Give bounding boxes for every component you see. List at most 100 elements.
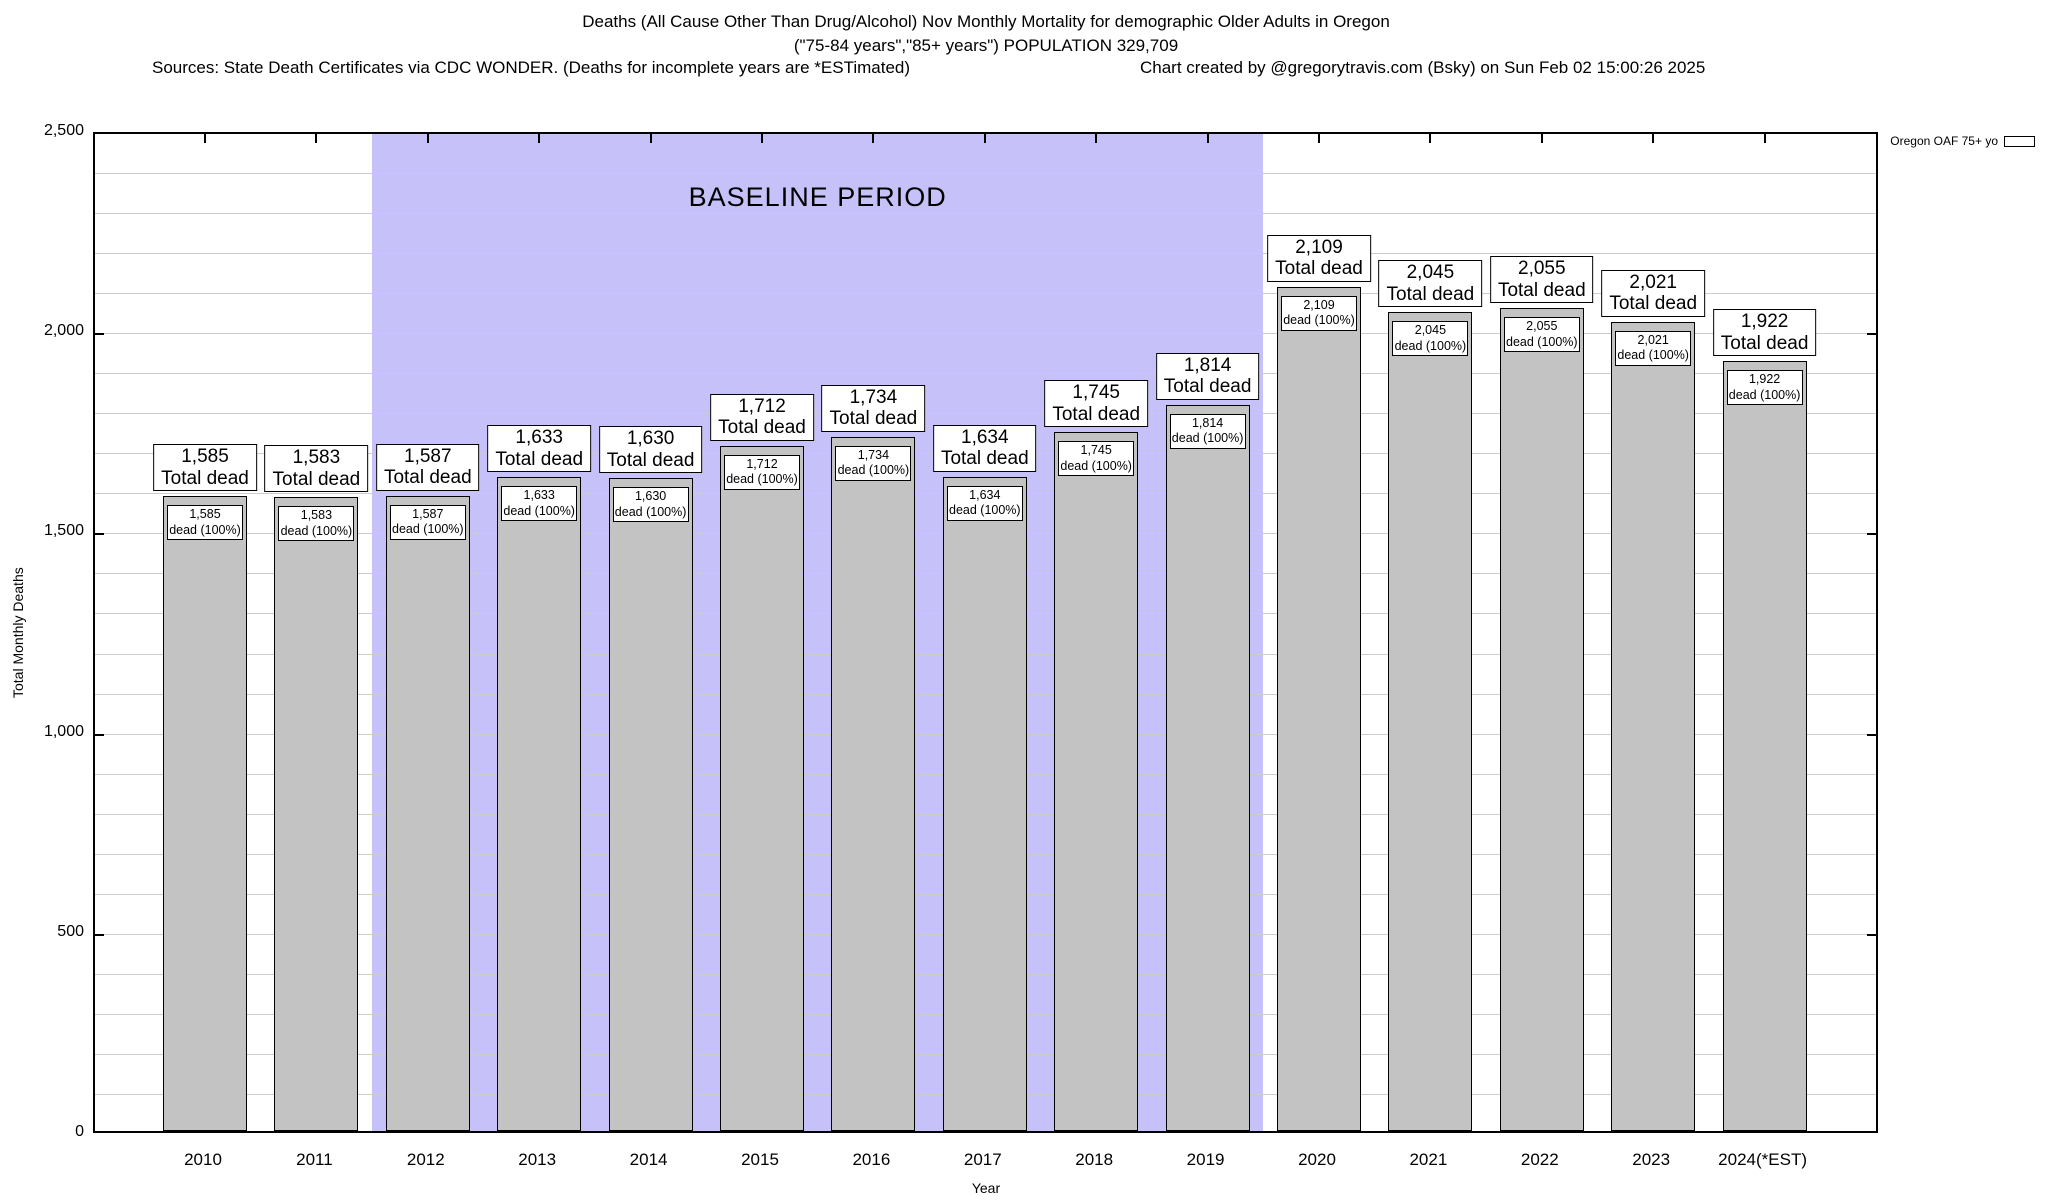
- y-axis-tick-label: 0: [75, 1123, 84, 1140]
- bar-inner-label: 1,814 dead (100%): [1169, 413, 1246, 449]
- y-axis-tick-label: 1,000: [43, 722, 84, 740]
- gridline: [95, 293, 1876, 295]
- gridline: [95, 333, 1876, 335]
- x-axis-top-tick: [1429, 134, 1432, 143]
- y-axis-major-tick-left: [95, 333, 104, 336]
- x-axis-top-tick: [1095, 134, 1098, 143]
- x-axis-top-tick: [315, 134, 318, 143]
- bar-inner-label: 1,587 dead (100%): [389, 504, 466, 540]
- bar-inner-label: 1,922 dead (100%): [1726, 370, 1803, 406]
- y-axis-tick-label: 500: [57, 922, 84, 940]
- y-axis-tick-label: 2,500: [43, 122, 84, 139]
- gridline: [95, 373, 1876, 375]
- x-axis-top-tick: [1540, 134, 1543, 143]
- y-axis-major-tick-left: [95, 533, 104, 536]
- bar-2021: [1388, 312, 1473, 1131]
- bar-total-label: 1,633 Total dead: [487, 425, 592, 473]
- bar-total-label: 1,814 Total dead: [1155, 352, 1260, 400]
- x-axis-tick-label: 2010: [184, 1150, 222, 1169]
- bar-2016: [831, 436, 916, 1131]
- x-axis-tick-label: 2023: [1632, 1150, 1671, 1169]
- x-axis-tick-label: 2012: [406, 1150, 445, 1169]
- x-axis-tick-label: 2019: [1186, 1150, 1225, 1169]
- baseline-period-label: BASELINE PERIOD: [688, 182, 947, 212]
- x-axis-top-tick: [983, 134, 986, 143]
- bar-2013: [497, 477, 582, 1131]
- bar-total-label: 1,712 Total dead: [710, 393, 814, 441]
- bar-total-label: 2,021 Total dead: [1601, 269, 1706, 317]
- gridline: [95, 213, 1876, 215]
- x-axis-top-tick: [204, 134, 206, 143]
- y-axis-tick-label: 2,000: [43, 322, 84, 340]
- y-axis-major-tick-left: [95, 733, 104, 736]
- x-axis-tick-label: 2021: [1409, 1150, 1448, 1169]
- x-axis-tick-label: 2014: [629, 1150, 668, 1169]
- bar-inner-label: 2,055 dead (100%): [1503, 317, 1580, 353]
- x-axis-tick-label: 2024(*EST): [1718, 1150, 1807, 1169]
- x-axis-top-tick: [872, 134, 875, 143]
- x-axis-tick-label: 2013: [518, 1150, 557, 1169]
- y-axis-major-tick-left: [95, 933, 104, 936]
- x-axis-tick-label: 2018: [1075, 1150, 1114, 1169]
- bar-total-label: 1,922 Total dead: [1712, 309, 1817, 357]
- y-axis-title: Total Monthly Deaths: [10, 567, 26, 698]
- x-axis-tick-label: 2011: [296, 1150, 333, 1169]
- bar-2020: [1277, 286, 1361, 1131]
- bar-inner-label: 2,109 dead (100%): [1281, 295, 1357, 331]
- bar-total-label: 1,583 Total dead: [264, 445, 369, 493]
- y-axis-major-tick-right: [1867, 533, 1876, 536]
- x-axis-title: Year: [971, 1180, 1001, 1196]
- bar-2017: [942, 476, 1027, 1131]
- bar-2012: [385, 495, 470, 1131]
- bar-2023: [1611, 321, 1696, 1131]
- bar-total-label: 2,045 Total dead: [1378, 260, 1483, 308]
- bar-2011: [274, 497, 359, 1131]
- y-axis-major-tick-right: [1867, 733, 1876, 736]
- x-axis-top-tick: [538, 134, 541, 143]
- legend-swatch-icon: [2004, 136, 2035, 147]
- y-axis-major-tick-right: [1867, 933, 1876, 936]
- bar-2022: [1499, 308, 1584, 1131]
- x-axis-tick-label: 2022: [1520, 1150, 1559, 1169]
- bar-inner-label: 1,734 dead (100%): [835, 445, 912, 481]
- bar-total-label: 1,734 Total dead: [821, 384, 926, 432]
- x-axis-tick-label: 2016: [852, 1150, 891, 1169]
- bar-total-label: 1,587 Total dead: [375, 443, 480, 491]
- chart-sources-note: Sources: State Death Certificates via CD…: [152, 58, 911, 77]
- x-axis-top-tick: [1652, 134, 1655, 143]
- bar-inner-label: 2,045 dead (100%): [1392, 321, 1469, 357]
- bar-total-label: 1,745 Total dead: [1044, 380, 1149, 428]
- x-axis-top-tick: [1763, 134, 1766, 143]
- bar-inner-label: 1,633 dead (100%): [501, 486, 578, 522]
- plot-area: BASELINE PERIOD 1,585 dead (100%) 1,585 Tota…: [93, 132, 1878, 1133]
- gridline: [95, 253, 1876, 255]
- x-axis-top-tick: [761, 134, 763, 143]
- bar-inner-label: 2,021 dead (100%): [1615, 330, 1692, 366]
- bar-inner-label: 1,630 dead (100%): [612, 487, 689, 523]
- x-axis-tick-label: 2017: [963, 1150, 1002, 1169]
- legend-series-label: Oregon OAF 75+ yo: [1890, 134, 1998, 148]
- bar-2018: [1054, 432, 1139, 1131]
- chart-title-line2: ("75-84 years","85+ years") POPULATION 3…: [793, 36, 1179, 55]
- x-axis-top-tick: [1206, 134, 1209, 143]
- bar-2019: [1165, 404, 1250, 1131]
- bar-total-label: 1,634 Total dead: [932, 424, 1037, 472]
- chart-credit-note: Chart created by @gregorytravis.com (Bsk…: [1140, 58, 1706, 77]
- bar-2010: [163, 496, 247, 1131]
- bar-total-label: 1,585 Total dead: [153, 444, 257, 492]
- x-axis-top-tick: [426, 134, 429, 143]
- gridline: [95, 173, 1876, 175]
- bar-2014: [608, 478, 693, 1131]
- gridline: [95, 413, 1876, 415]
- bar-inner-label: 1,583 dead (100%): [278, 506, 355, 542]
- bar-total-label: 1,630 Total dead: [598, 426, 703, 474]
- x-axis-top-tick: [1318, 134, 1320, 143]
- y-axis-tick-label: 1,500: [43, 522, 84, 540]
- bar-2015: [720, 445, 804, 1131]
- bar-2024(*EST): [1722, 361, 1807, 1131]
- bar-inner-label: 1,585 dead (100%): [167, 505, 243, 541]
- x-axis-tick-label: 2020: [1298, 1150, 1336, 1169]
- y-axis-major-tick-right: [1867, 333, 1876, 336]
- x-axis-top-tick: [649, 134, 652, 143]
